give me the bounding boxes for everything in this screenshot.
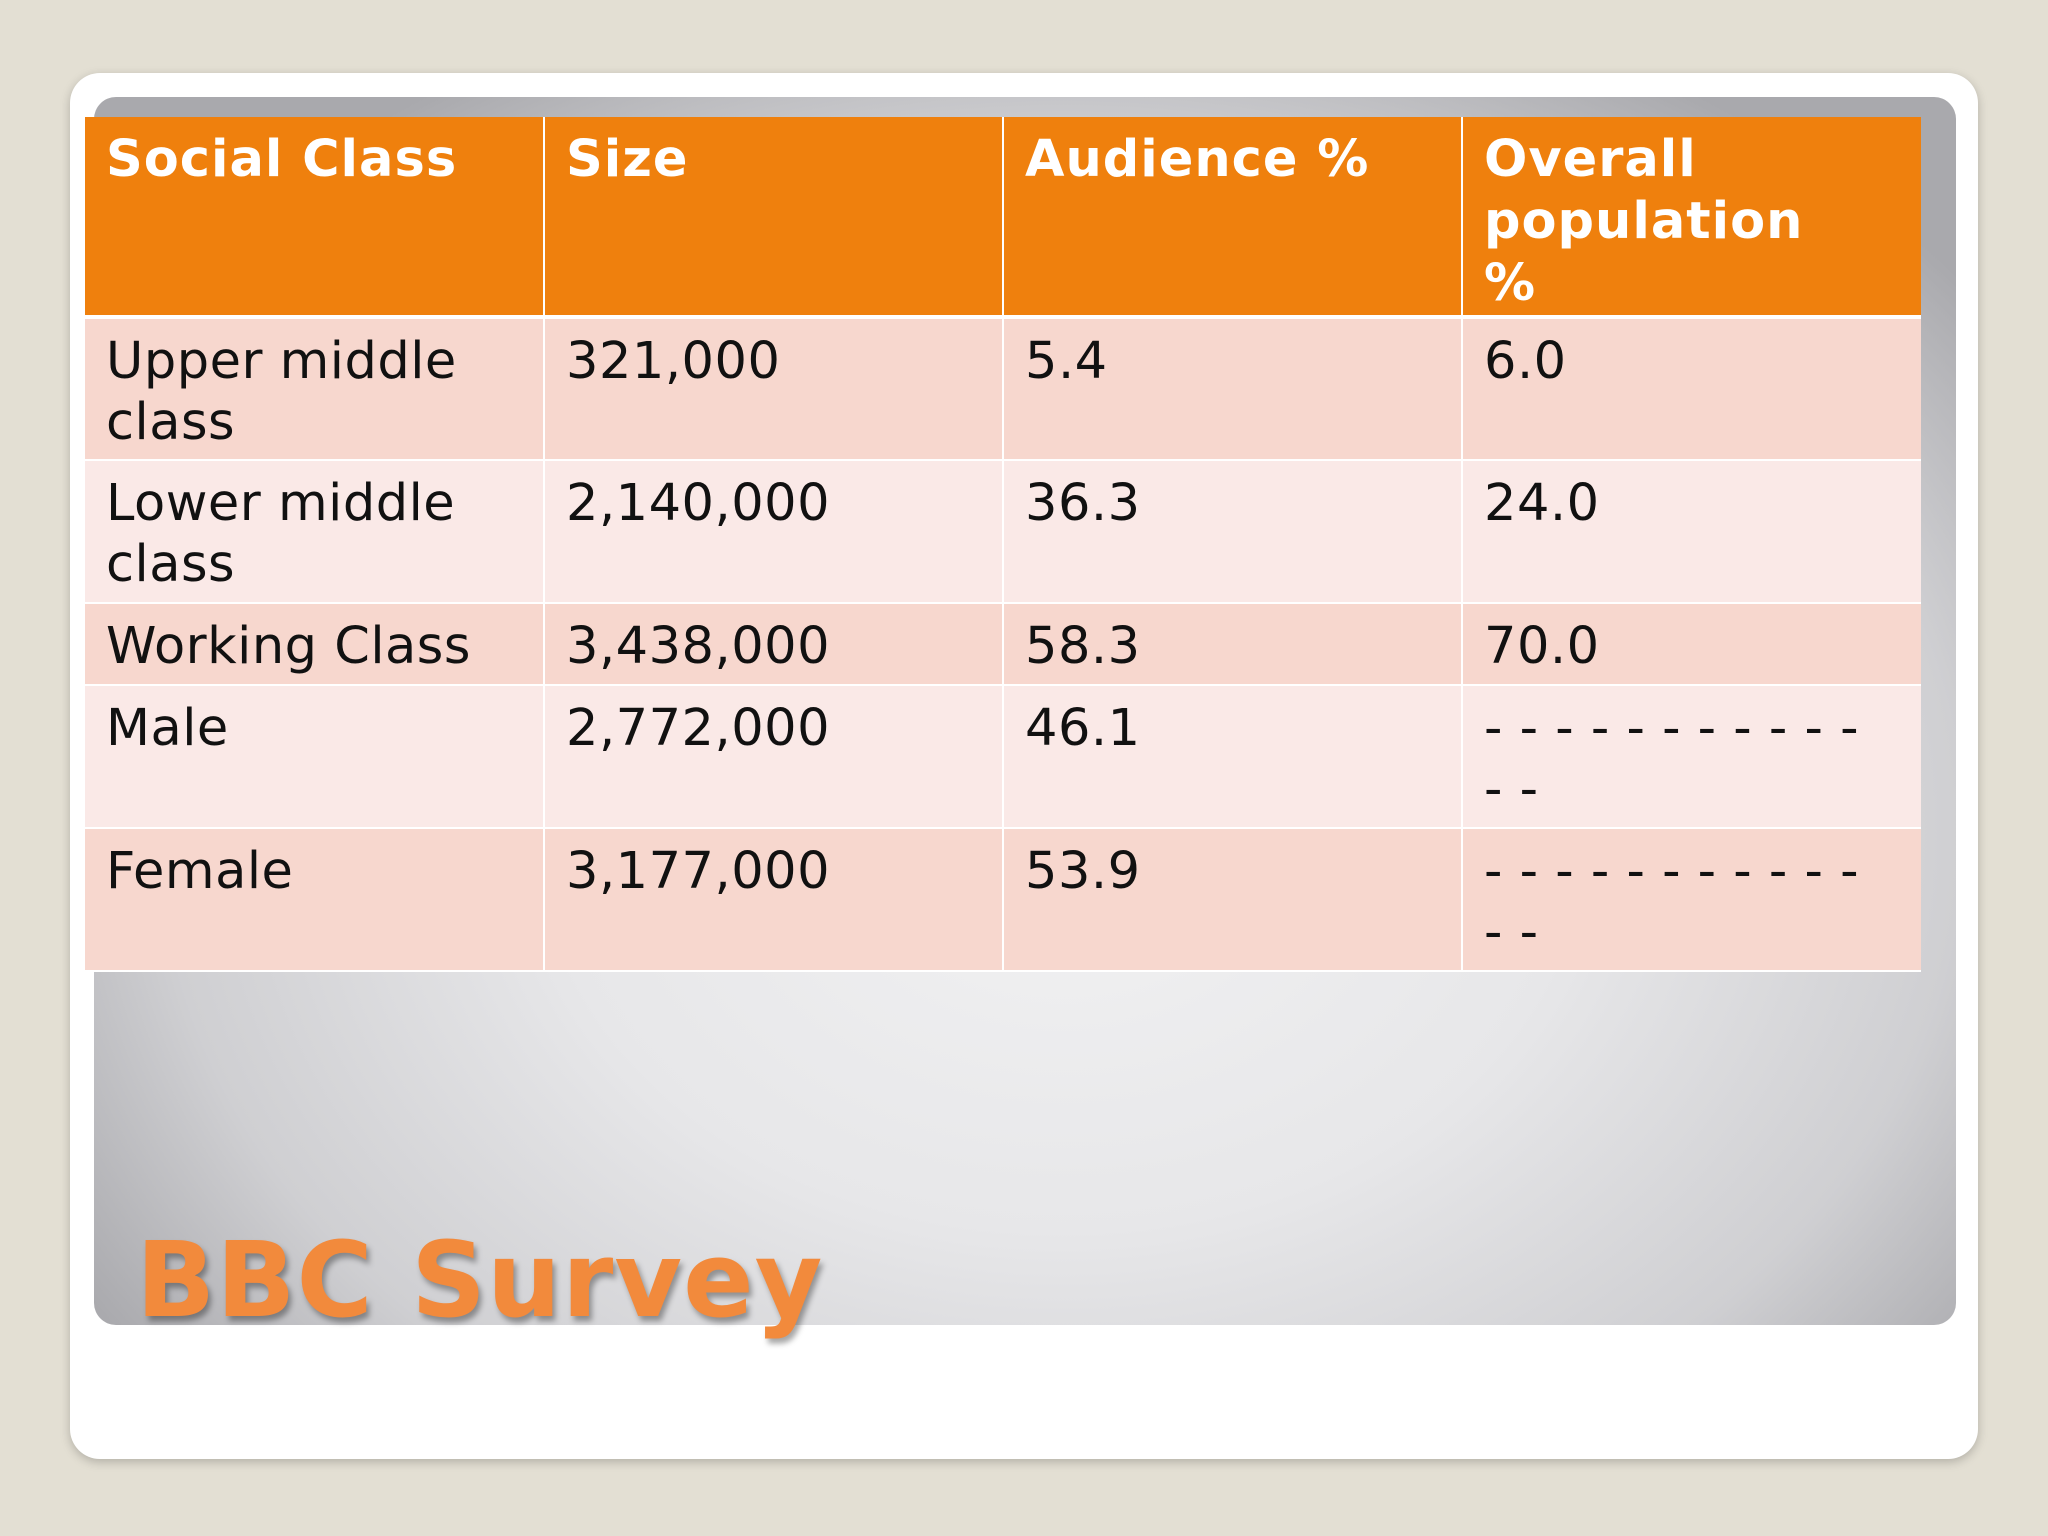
table-row: Female 3,177,000 53.9 - - - - - - - - - … — [85, 828, 1921, 972]
cell-social-class: Working Class — [85, 603, 545, 686]
cell-overall-population-percent: - - - - - - - - - - - - - — [1462, 685, 1921, 829]
cell-size: 2,140,000 — [544, 460, 1004, 604]
cell-size: 2,772,000 — [544, 685, 1004, 829]
table-row: Working Class 3,438,000 58.3 70.0 — [85, 603, 1921, 686]
cell-social-class: Male — [85, 685, 545, 829]
cell-size: 321,000 — [544, 317, 1004, 461]
survey-table: Social Class Size Audience % Overall pop… — [85, 117, 1921, 972]
cell-audience-percent: 36.3 — [1003, 460, 1463, 604]
table-row: Lower middle class 2,140,000 36.3 24.0 — [85, 460, 1921, 604]
header-overall-population-percent: Overall population % — [1462, 117, 1921, 319]
cell-audience-percent: 53.9 — [1003, 828, 1463, 972]
slide-title: BBC Survey — [136, 1219, 824, 1341]
cell-overall-population-percent: 70.0 — [1462, 603, 1921, 686]
cell-social-class: Female — [85, 828, 545, 972]
cell-overall-population-percent: 24.0 — [1462, 460, 1921, 604]
cell-overall-population-percent: - - - - - - - - - - - - - — [1462, 828, 1921, 972]
table-header-row: Social Class Size Audience % Overall pop… — [85, 117, 1921, 319]
cell-social-class: Upper middle class — [85, 317, 545, 461]
header-audience-percent: Audience % — [1003, 117, 1463, 319]
cell-size: 3,177,000 — [544, 828, 1004, 972]
header-social-class: Social Class — [85, 117, 545, 319]
cell-audience-percent: 58.3 — [1003, 603, 1463, 686]
cell-audience-percent: 46.1 — [1003, 685, 1463, 829]
table-row: Upper middle class 321,000 5.4 6.0 — [85, 317, 1921, 461]
cell-social-class: Lower middle class — [85, 460, 545, 604]
cell-audience-percent: 5.4 — [1003, 317, 1463, 461]
cell-overall-population-percent: 6.0 — [1462, 317, 1921, 461]
header-size: Size — [544, 117, 1004, 319]
cell-size: 3,438,000 — [544, 603, 1004, 686]
table-row: Male 2,772,000 46.1 - - - - - - - - - - … — [85, 685, 1921, 829]
